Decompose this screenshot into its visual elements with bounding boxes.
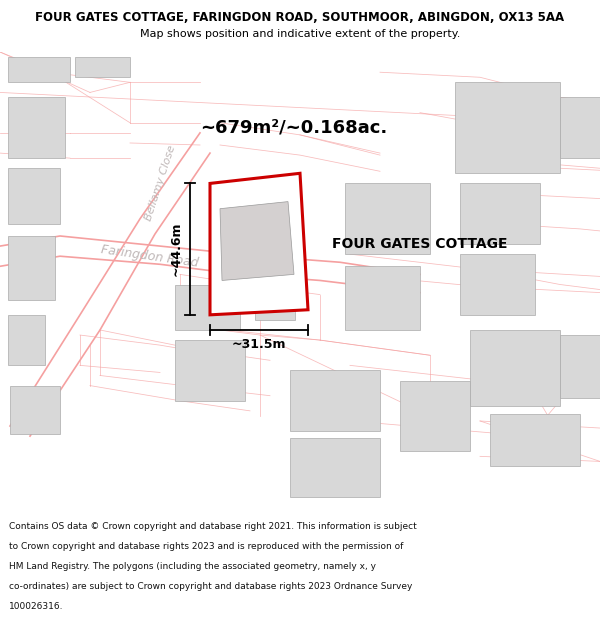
Text: Bellamy Close: Bellamy Close xyxy=(143,144,177,222)
Polygon shape xyxy=(8,315,45,366)
Polygon shape xyxy=(220,202,294,281)
Polygon shape xyxy=(210,173,308,315)
Text: Faringdon Road: Faringdon Road xyxy=(100,243,200,269)
Polygon shape xyxy=(455,82,560,173)
Polygon shape xyxy=(345,183,430,254)
Text: FOUR GATES COTTAGE: FOUR GATES COTTAGE xyxy=(332,237,508,251)
Text: Contains OS data © Crown copyright and database right 2021. This information is : Contains OS data © Crown copyright and d… xyxy=(9,522,417,531)
Text: to Crown copyright and database rights 2023 and is reproduced with the permissio: to Crown copyright and database rights 2… xyxy=(9,542,403,551)
Polygon shape xyxy=(560,98,600,158)
Text: 100026316.: 100026316. xyxy=(9,602,64,611)
Polygon shape xyxy=(345,266,420,330)
Polygon shape xyxy=(8,57,70,82)
Text: HM Land Registry. The polygons (including the associated geometry, namely x, y: HM Land Registry. The polygons (includin… xyxy=(9,562,376,571)
Polygon shape xyxy=(8,98,65,158)
Polygon shape xyxy=(255,284,295,320)
Text: FOUR GATES COTTAGE, FARINGDON ROAD, SOUTHMOOR, ABINGDON, OX13 5AA: FOUR GATES COTTAGE, FARINGDON ROAD, SOUT… xyxy=(35,11,565,24)
Polygon shape xyxy=(490,414,580,466)
Polygon shape xyxy=(470,330,560,406)
Text: Map shows position and indicative extent of the property.: Map shows position and indicative extent… xyxy=(140,29,460,39)
Text: ~679m²/~0.168ac.: ~679m²/~0.168ac. xyxy=(200,119,387,137)
Polygon shape xyxy=(8,236,55,299)
Polygon shape xyxy=(290,371,380,431)
Polygon shape xyxy=(175,284,240,330)
Polygon shape xyxy=(75,57,130,78)
Polygon shape xyxy=(10,386,60,434)
Polygon shape xyxy=(175,340,245,401)
Polygon shape xyxy=(460,183,540,244)
Polygon shape xyxy=(460,254,535,315)
Text: ~31.5m: ~31.5m xyxy=(232,338,286,351)
Polygon shape xyxy=(8,168,60,224)
Text: co-ordinates) are subject to Crown copyright and database rights 2023 Ordnance S: co-ordinates) are subject to Crown copyr… xyxy=(9,582,412,591)
Text: ~44.6m: ~44.6m xyxy=(170,222,183,276)
Polygon shape xyxy=(560,335,600,398)
Polygon shape xyxy=(290,438,380,497)
Polygon shape xyxy=(400,381,470,451)
